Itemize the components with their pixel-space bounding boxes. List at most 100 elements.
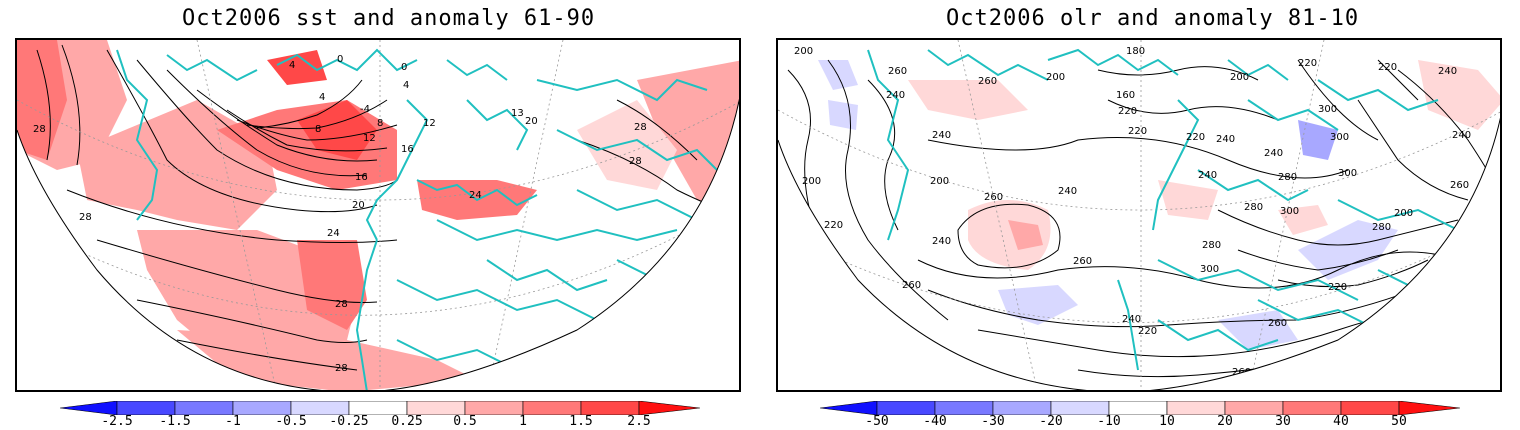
svg-text:260: 260	[888, 66, 907, 77]
svg-text:240: 240	[1122, 314, 1141, 325]
left-cb-label: 0.5	[453, 414, 477, 429]
svg-text:220: 220	[1118, 106, 1137, 117]
right-colorbar-svg	[819, 400, 1461, 416]
svg-text:220: 220	[1378, 62, 1397, 73]
svg-text:240: 240	[1216, 134, 1235, 145]
left-colorbar: -2.5 -1.5 -1 -0.5 -0.25 0.25 0.5 1 1.5 2…	[59, 400, 701, 430]
svg-text:8: 8	[377, 118, 383, 129]
left-cb-label: -2.5	[101, 414, 133, 429]
svg-text:16: 16	[355, 172, 368, 183]
svg-text:180: 180	[1126, 46, 1145, 57]
right-cb-label: -40	[923, 414, 947, 429]
svg-text:280: 280	[1202, 240, 1221, 251]
right-cb-label: 50	[1391, 414, 1407, 429]
svg-text:4: 4	[403, 80, 409, 91]
right-cb-label: 30	[1275, 414, 1291, 429]
left-colorbar-svg	[59, 400, 701, 416]
svg-text:240: 240	[932, 130, 951, 141]
anomaly-iberian	[297, 240, 367, 330]
right-cb-label: -30	[981, 414, 1005, 429]
svg-text:24: 24	[327, 228, 340, 239]
right-cb-label: -10	[1097, 414, 1121, 429]
svg-text:280: 280	[1244, 202, 1263, 213]
svg-text:220: 220	[824, 220, 843, 231]
left-cb-label: -1	[225, 414, 241, 429]
svg-text:28: 28	[79, 212, 92, 223]
svg-text:280: 280	[1278, 172, 1297, 183]
olr-anom-pos-2	[1008, 220, 1043, 250]
right-cb-label: -50	[865, 414, 889, 429]
svg-text:260: 260	[984, 192, 1003, 203]
svg-text:200: 200	[1394, 208, 1413, 219]
svg-text:260: 260	[902, 280, 921, 291]
svg-text:200: 200	[802, 176, 821, 187]
right-cb-label: 20	[1217, 414, 1233, 429]
svg-text:220: 220	[1138, 326, 1157, 337]
right-cb-label: 10	[1159, 414, 1175, 429]
left-panel-title: Oct2006 sst and anomaly 61-90	[182, 6, 596, 31]
olr-anom-pos-6	[1278, 205, 1328, 235]
svg-text:220: 220	[1298, 58, 1317, 69]
left-cb-label: -0.25	[329, 414, 369, 429]
anomaly-nw-patch	[267, 50, 327, 85]
svg-text:0: 0	[337, 54, 343, 65]
left-cb-label: -0.5	[275, 414, 307, 429]
svg-text:260: 260	[1073, 256, 1092, 267]
right-map: 200 200 200 200 200 220 220 220 220 220 …	[776, 38, 1502, 392]
svg-text:220: 220	[1186, 132, 1205, 143]
svg-text:12: 12	[363, 133, 376, 144]
anomaly-east-light	[577, 100, 677, 190]
right-cb-label: 40	[1333, 414, 1349, 429]
svg-text:300: 300	[1200, 264, 1219, 275]
svg-text:200: 200	[930, 176, 949, 187]
svg-text:24: 24	[469, 190, 482, 201]
olr-anom-neg-3	[998, 285, 1078, 325]
left-map: 28 28 28 28 28 28 24 24 20 16 16 12 12 8…	[15, 38, 741, 392]
left-cb-label: 2.5	[627, 414, 651, 429]
svg-text:16: 16	[401, 144, 414, 155]
svg-text:240: 240	[1452, 130, 1471, 141]
svg-text:300: 300	[1280, 206, 1299, 217]
olr-anom-neg-4	[1298, 220, 1398, 280]
sst-map-svg: 28 28 28 28 28 28 24 24 20 16 16 12 12 8…	[17, 40, 739, 390]
svg-text:260: 260	[1268, 318, 1287, 329]
svg-text:240: 240	[1198, 170, 1217, 181]
svg-text:220: 220	[1328, 282, 1347, 293]
svg-text:240: 240	[932, 236, 951, 247]
right-panel-title: Oct2006 olr and anomaly 81-10	[946, 6, 1360, 31]
svg-text:200: 200	[1046, 72, 1065, 83]
svg-text:8: 8	[315, 124, 321, 135]
svg-text:-4: -4	[360, 104, 370, 115]
svg-text:20: 20	[352, 200, 365, 211]
olr-anom-neg-2	[1298, 120, 1338, 160]
svg-text:300: 300	[1338, 168, 1357, 179]
svg-text:300: 300	[1330, 132, 1349, 143]
svg-text:280: 280	[1372, 222, 1391, 233]
svg-text:13: 13	[511, 108, 524, 119]
svg-text:28: 28	[634, 122, 647, 133]
olr-map-svg: 200 200 200 200 200 220 220 220 220 220 …	[778, 40, 1500, 390]
olr-anom-pos-4	[908, 80, 1028, 120]
right-colorbar: -50 -40 -30 -20 -10 10 20 30 40 50	[819, 400, 1461, 430]
svg-text:240: 240	[1438, 66, 1457, 77]
svg-text:28: 28	[33, 124, 46, 135]
svg-text:240: 240	[1264, 148, 1283, 159]
left-cb-label: 1	[519, 414, 527, 429]
svg-text:4: 4	[319, 92, 325, 103]
svg-text:28: 28	[629, 156, 642, 167]
right-cb-label: -20	[1039, 414, 1063, 429]
left-cb-label: 1.5	[569, 414, 593, 429]
svg-text:260: 260	[978, 76, 997, 87]
svg-text:20: 20	[525, 116, 538, 127]
svg-text:28: 28	[335, 299, 348, 310]
olr-anom-pos-1	[968, 200, 1051, 270]
svg-text:220: 220	[1128, 126, 1147, 137]
left-cb-label: -1.5	[159, 414, 191, 429]
svg-text:240: 240	[886, 90, 905, 101]
anomaly-west-core	[17, 40, 67, 160]
svg-text:200: 200	[1230, 72, 1249, 83]
svg-text:4: 4	[289, 60, 295, 71]
svg-text:300: 300	[1318, 104, 1337, 115]
olr-anom-pos-3	[1418, 60, 1500, 130]
svg-text:28: 28	[335, 363, 348, 374]
